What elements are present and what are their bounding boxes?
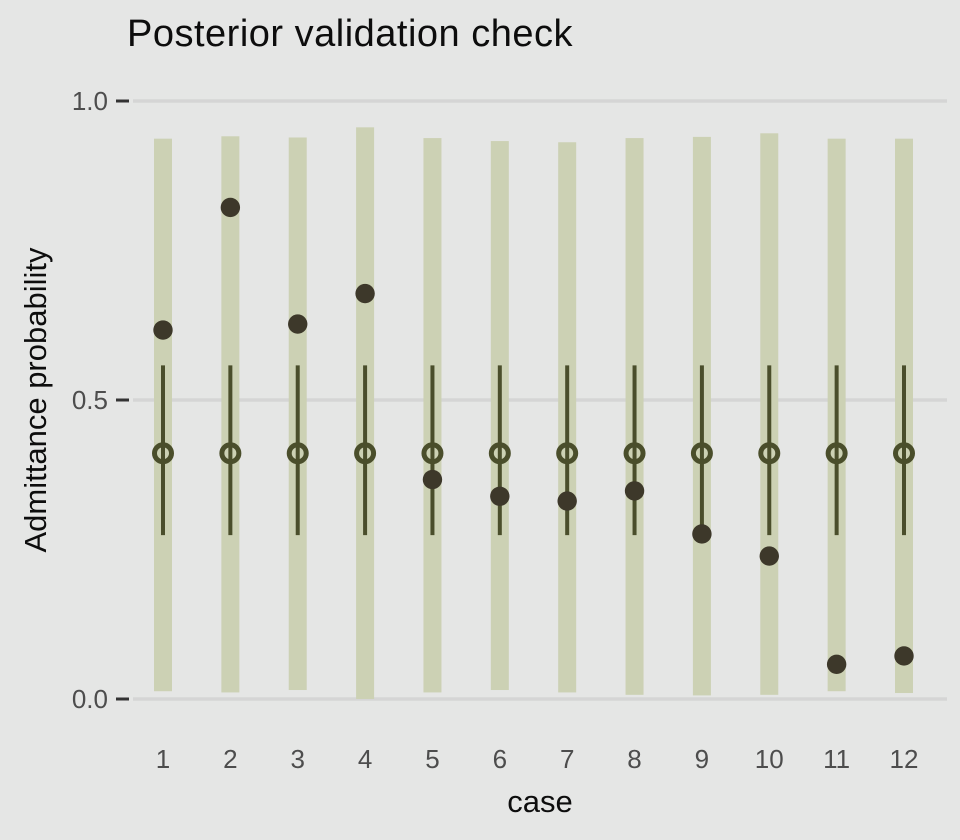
observed-dot-case-3 [288,314,308,334]
observed-dot-case-12 [894,646,914,666]
x-tick-label-8: 8 [627,744,641,774]
median-circle-case-9 [690,442,713,465]
median-circle-case-8 [623,442,646,465]
x-tick-label-12: 12 [890,744,919,774]
observed-dot-case-11 [826,654,847,675]
observed-dot-case-7 [557,491,577,511]
x-tick-label-1: 1 [156,744,170,774]
median-circle-case-10 [758,442,781,465]
x-tick-label-9: 9 [695,744,709,774]
x-tick-label-2: 2 [223,744,237,774]
x-tick-label-10: 10 [755,744,784,774]
median-circle-case-2 [219,442,242,465]
x-tick-label-3: 3 [290,744,304,774]
y-tick-label-0.0: 0.0 [72,684,108,714]
observed-dot-case-1 [153,320,173,340]
median-circle-case-12 [893,442,915,465]
observed-dot-case-2 [220,197,241,218]
observed-dot-case-9 [692,524,712,544]
x-tick-label-5: 5 [425,744,439,774]
median-circle-case-7 [556,442,579,465]
x-tick-label-4: 4 [358,744,372,774]
median-circle-case-5 [421,442,444,465]
median-circle-case-6 [488,442,511,465]
x-tick-label-6: 6 [493,744,507,774]
y-tick-label-1.0: 1.0 [72,86,108,116]
y-tick-label-0.5: 0.5 [72,385,108,415]
x-tick-label-7: 7 [560,744,574,774]
median-circle-case-1 [152,442,174,465]
x-axis-title: case [507,784,573,819]
x-tick-label-11: 11 [823,744,850,774]
observed-dot-case-5 [422,469,443,490]
median-circle-case-11 [825,442,848,465]
observed-dot-case-4 [355,283,375,304]
observed-dot-case-6 [490,486,510,506]
chart-title: Posterior validation check [127,13,573,55]
median-circle-case-4 [354,442,377,465]
observed-dot-case-8 [624,481,645,501]
observed-dot-case-10 [759,546,779,566]
median-circle-case-3 [286,442,309,465]
